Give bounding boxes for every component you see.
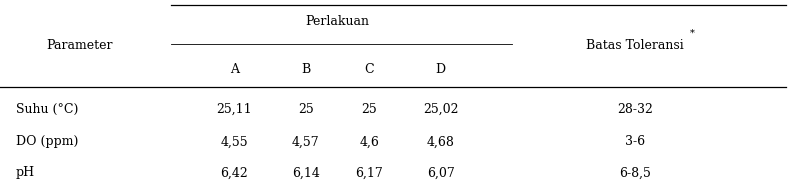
Text: 6,17: 6,17 <box>356 166 383 179</box>
Text: 3-6: 3-6 <box>625 135 646 149</box>
Text: 25,02: 25,02 <box>423 103 458 116</box>
Text: A: A <box>229 63 239 76</box>
Text: 4,68: 4,68 <box>426 135 455 149</box>
Text: 6,07: 6,07 <box>427 166 454 179</box>
Text: 4,57: 4,57 <box>292 135 319 149</box>
Text: C: C <box>364 63 374 76</box>
Text: Suhu (°C): Suhu (°C) <box>16 103 79 116</box>
Text: 4,6: 4,6 <box>359 135 380 149</box>
Text: Parameter: Parameter <box>46 39 113 52</box>
Text: 25: 25 <box>298 103 314 116</box>
Text: Batas Toleransi: Batas Toleransi <box>586 39 684 52</box>
Text: *: * <box>690 28 695 37</box>
Text: 25: 25 <box>361 103 377 116</box>
Text: B: B <box>301 63 310 76</box>
Text: 25,11: 25,11 <box>217 103 252 116</box>
Text: 6,14: 6,14 <box>291 166 320 179</box>
Text: Perlakuan: Perlakuan <box>306 15 369 28</box>
Text: 4,55: 4,55 <box>221 135 248 149</box>
Text: 6-8,5: 6-8,5 <box>619 166 651 179</box>
Text: DO (ppm): DO (ppm) <box>16 135 79 149</box>
Text: 28-32: 28-32 <box>617 103 653 116</box>
Text: 6,42: 6,42 <box>221 166 248 179</box>
Text: D: D <box>436 63 445 76</box>
Text: pH: pH <box>16 166 35 179</box>
